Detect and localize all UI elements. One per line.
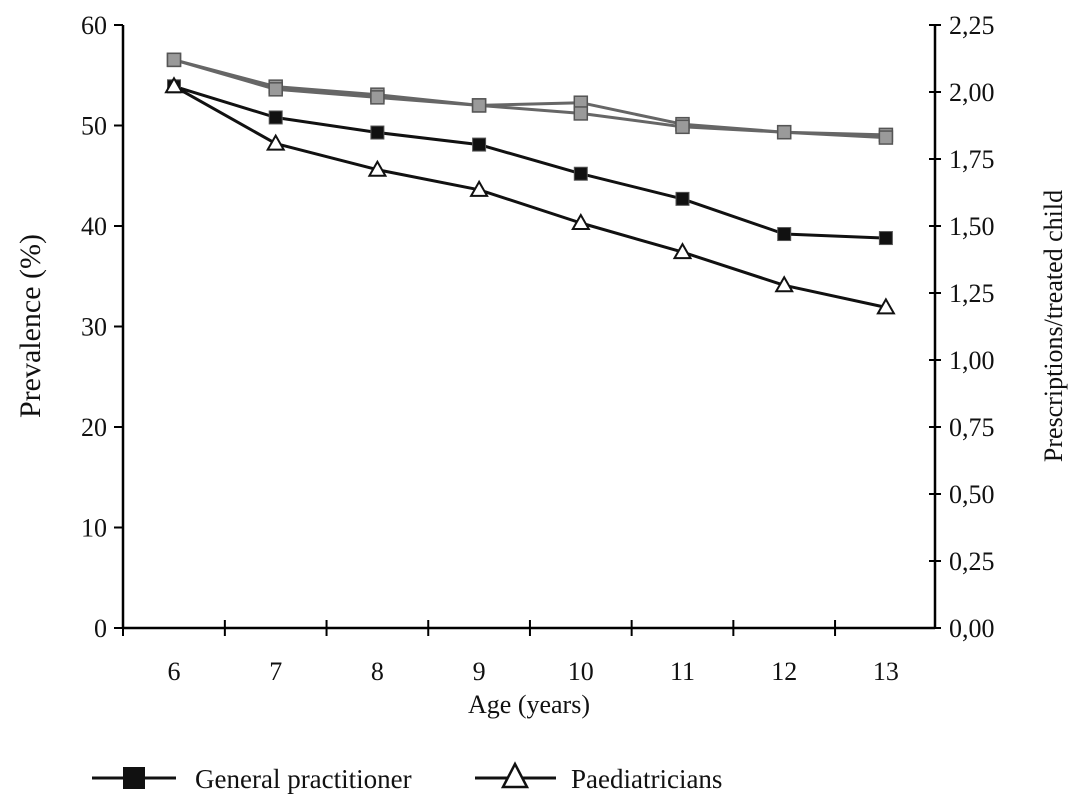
data-point xyxy=(265,133,286,151)
series-3 xyxy=(166,52,894,145)
data-point xyxy=(367,159,388,177)
data-point xyxy=(776,124,792,140)
legend-item-paediatricians: Paediatricians xyxy=(475,761,722,794)
legend-item-general-practitioner: General practitioner xyxy=(92,764,412,794)
data-point xyxy=(675,119,690,135)
y2-tick-label: 0,25 xyxy=(949,547,995,576)
y2-tick-label: 1,50 xyxy=(949,212,995,241)
data-point xyxy=(472,137,487,152)
x-axis-title: Age (years) xyxy=(468,690,590,719)
data-point xyxy=(573,166,588,181)
series xyxy=(164,52,896,315)
data-point xyxy=(573,106,589,121)
legend-label-general-practitioner: General practitioner xyxy=(195,764,412,794)
y2-tick-label: 1,00 xyxy=(949,346,995,375)
data-point xyxy=(268,110,283,125)
y-tick-label: 50 xyxy=(81,112,107,141)
data-point xyxy=(774,275,794,293)
data-point xyxy=(878,231,893,246)
data-point xyxy=(672,242,693,260)
x-tick-label: 13 xyxy=(873,657,899,686)
series-line xyxy=(173,58,886,140)
data-point xyxy=(471,98,487,113)
y-tick-label: 60 xyxy=(81,11,107,40)
x-tick-label: 12 xyxy=(771,657,797,686)
data-point xyxy=(878,130,894,145)
y2-tick-label: 2,00 xyxy=(949,78,995,107)
series-0 xyxy=(167,79,893,246)
y-axis-title: Prevalence (%) xyxy=(14,234,47,418)
y-tick-label: 40 xyxy=(81,212,107,241)
tick-labels: 0 10 20 30 40 50 60 0,00 0,25 0,50 0,75 1,00 1,25 1,5… xyxy=(81,11,995,686)
legend: General practitioner Paediatricians xyxy=(92,761,722,794)
data-point xyxy=(166,52,182,68)
y2-tick-label: 1,75 xyxy=(949,145,995,174)
x-tick-label: 9 xyxy=(473,657,486,686)
series-line xyxy=(173,84,887,309)
data-point xyxy=(571,212,591,230)
y2-tick-label: 0,75 xyxy=(949,413,995,442)
data-point xyxy=(469,179,489,197)
y-tick-label: 0 xyxy=(94,614,107,643)
data-point xyxy=(675,191,690,206)
tick-marks xyxy=(114,24,941,636)
x-tick-label: 6 xyxy=(168,657,181,686)
legend-filled-square-icon xyxy=(123,767,145,789)
x-tick-label: 8 xyxy=(371,657,384,686)
y2-tick-label: 2,25 xyxy=(949,11,995,40)
y-tick-label: 10 xyxy=(81,514,107,543)
series-1 xyxy=(164,76,896,315)
y2-tick-label: 0,50 xyxy=(949,480,995,509)
data-point xyxy=(777,227,792,242)
axes xyxy=(121,25,937,630)
y2-axis-title: Prescriptions/treated child xyxy=(1039,190,1068,462)
x-tick-label: 11 xyxy=(670,657,695,686)
data-point xyxy=(164,76,184,94)
legend-label-paediatricians: Paediatricians xyxy=(571,764,722,794)
data-point xyxy=(370,125,385,140)
y2-tick-label: 0,00 xyxy=(949,614,995,643)
legend-open-triangle-icon xyxy=(500,761,530,789)
y2-tick-label: 1,25 xyxy=(949,279,995,308)
y-tick-label: 20 xyxy=(81,413,107,442)
data-point xyxy=(876,297,896,315)
y-tick-label: 30 xyxy=(81,313,107,342)
data-point xyxy=(268,82,283,97)
series-line xyxy=(173,84,886,240)
data-point xyxy=(370,90,385,105)
x-tick-label: 10 xyxy=(568,657,594,686)
x-tick-label: 7 xyxy=(269,657,282,686)
